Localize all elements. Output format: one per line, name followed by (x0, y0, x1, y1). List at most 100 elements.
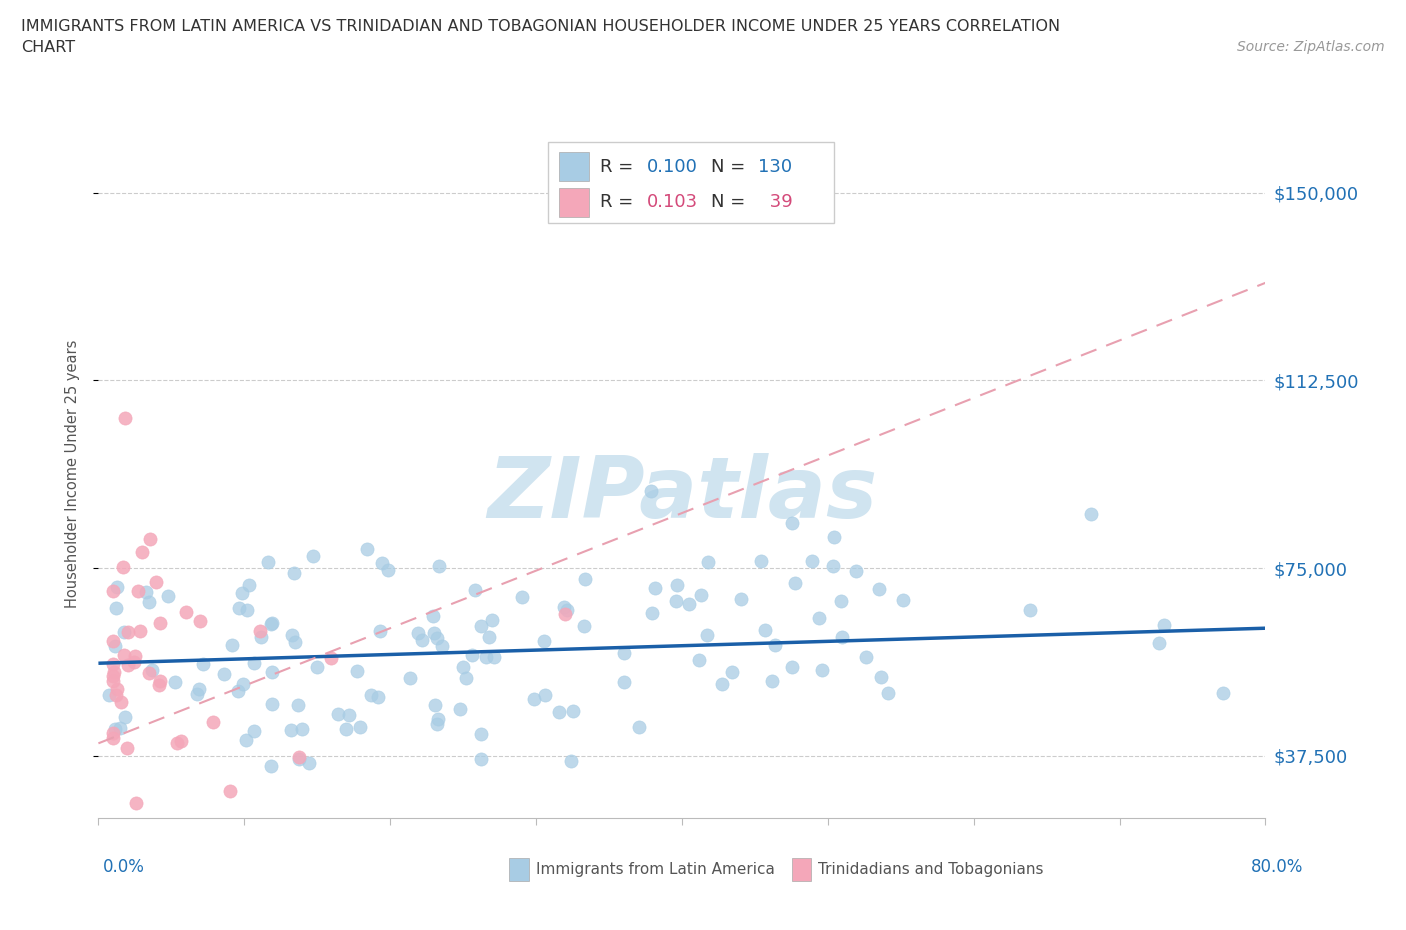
FancyBboxPatch shape (509, 858, 529, 881)
Point (710, 676, 733, 691)
Point (262, 697, 284, 711)
Point (283, 566, 305, 581)
Point (107, 579, 129, 594)
Point (422, 609, 444, 624)
Point (138, 595, 160, 610)
Point (855, 650, 877, 665)
Point (470, 619, 492, 634)
Point (243, 656, 266, 671)
FancyBboxPatch shape (548, 142, 834, 223)
Point (547, 705, 569, 720)
Point (260, 664, 283, 679)
Point (124, 655, 146, 670)
Point (114, 410, 136, 425)
Point (425, 698, 447, 712)
Point (408, 626, 430, 641)
Point (572, 618, 595, 633)
Point (139, 532, 162, 547)
Point (260, 758, 283, 773)
Text: Trinidadians and Tobagonians: Trinidadians and Tobagonians (818, 862, 1043, 877)
Point (368, 624, 391, 639)
Point (165, 674, 187, 689)
Text: R =: R = (600, 193, 640, 211)
Point (678, 596, 700, 611)
Text: 0.103: 0.103 (647, 193, 697, 211)
Point (101, 725, 124, 740)
Point (478, 630, 501, 644)
Point (104, 639, 127, 654)
Point (138, 665, 160, 680)
Text: ZIPatlas: ZIPatlas (486, 454, 877, 537)
Point (555, 603, 578, 618)
Text: CHART: CHART (21, 40, 75, 55)
Point (560, 753, 582, 768)
Point (149, 673, 172, 688)
Point (453, 659, 475, 674)
FancyBboxPatch shape (560, 153, 589, 181)
Point (749, 554, 772, 569)
Point (808, 611, 831, 626)
Point (367, 689, 389, 704)
Text: 39: 39 (763, 193, 793, 211)
Point (117, 624, 139, 639)
Text: Immigrants from Latin America: Immigrants from Latin America (536, 862, 775, 877)
Point (641, 605, 664, 620)
Point (117, 658, 139, 672)
Text: 0.100: 0.100 (647, 158, 697, 176)
Point (250, 630, 273, 644)
Point (763, 638, 786, 653)
Point (101, 633, 124, 648)
Point (112, 560, 135, 575)
Point (810, 662, 832, 677)
Point (110, 721, 132, 736)
Point (346, 663, 368, 678)
Point (110, 695, 132, 710)
Point (481, 612, 503, 627)
Point (688, 653, 710, 668)
Point (801, 553, 824, 568)
Point (423, 625, 446, 640)
Point (238, 578, 260, 592)
Point (510, 590, 533, 604)
Point (145, 575, 167, 590)
Point (127, 584, 149, 599)
Point (470, 751, 492, 766)
Point (243, 724, 266, 738)
Point (170, 733, 193, 748)
Point (761, 673, 783, 688)
Point (291, 722, 314, 737)
Point (356, 542, 378, 557)
Point (426, 716, 449, 731)
Y-axis label: Householder Income Under 25 years: Householder Income Under 25 years (65, 340, 80, 608)
Point (377, 563, 399, 578)
Point (214, 667, 236, 682)
Point (665, 578, 688, 592)
Point (426, 631, 449, 645)
Text: R =: R = (600, 158, 640, 176)
Point (461, 647, 484, 662)
Point (236, 603, 259, 618)
Point (690, 588, 713, 603)
Point (262, 616, 284, 631)
Point (720, 664, 742, 679)
Point (470, 726, 492, 741)
Point (783, 576, 806, 591)
Point (105, 682, 128, 697)
Point (112, 625, 135, 640)
Point (188, 614, 211, 629)
Point (454, 671, 477, 685)
Point (696, 628, 718, 643)
Point (101, 657, 124, 671)
Point (115, 740, 138, 755)
Point (780, 660, 803, 675)
Point (287, 698, 309, 712)
Point (98, 688, 121, 703)
Point (823, 529, 845, 544)
Point (553, 600, 575, 615)
Point (103, 664, 125, 679)
Point (249, 624, 271, 639)
Point (533, 633, 555, 648)
Point (257, 554, 280, 569)
Point (101, 730, 124, 745)
Point (1080, 507, 1102, 522)
